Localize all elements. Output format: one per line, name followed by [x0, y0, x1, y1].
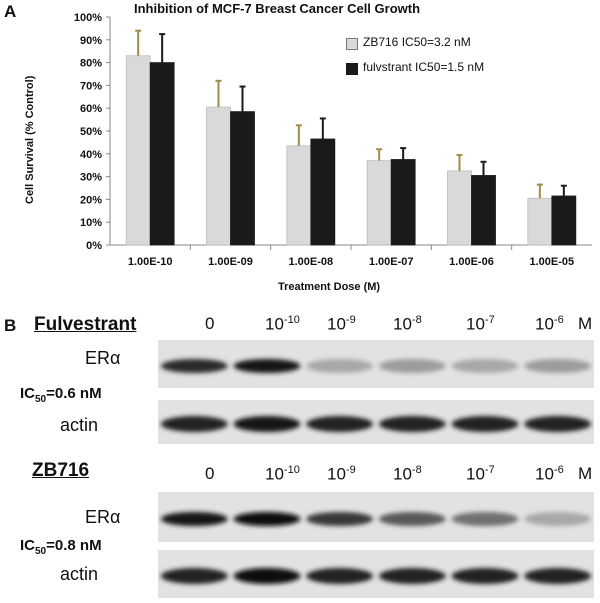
legend-swatch-fulvestrant	[346, 63, 358, 75]
x-tick-label: 1.00E-08	[289, 256, 334, 268]
y-tick-label: 30%	[80, 172, 102, 184]
y-tick-label: 60%	[80, 103, 102, 115]
blot2-ic50: IC50=0.8 nM	[20, 537, 102, 557]
blot2-actin-strip	[158, 550, 594, 598]
dose-label: 10-6	[535, 464, 564, 484]
bar-zb716	[206, 106, 231, 246]
bar-fulvestrant	[551, 195, 577, 246]
chart-title: Inhibition of MCF-7 Breast Cancer Cell G…	[134, 1, 421, 16]
dose-label: 0	[205, 464, 215, 483]
dose-label: 10-9	[327, 314, 356, 334]
bar-zb716	[366, 160, 392, 246]
bar-chart: 0% 10% 20% 30% 40% 50% 60% 70% 80% 90% 100% 1.00E-1…	[74, 12, 592, 268]
dose-label: 10-9	[327, 464, 356, 484]
blot-band	[306, 512, 374, 526]
blot2-er-label: ERα	[85, 507, 121, 527]
y-tick-label: 50%	[80, 126, 102, 138]
y-tick-label: 20%	[80, 194, 102, 206]
blot1-actin-strip	[158, 400, 594, 444]
panel-b-label: B	[4, 316, 17, 335]
blot2-heading: ZB716	[32, 460, 90, 481]
blot-background	[158, 340, 594, 388]
dose-unit: M	[578, 464, 593, 483]
blot2-er-strip	[158, 492, 594, 542]
chart-axes	[109, 17, 592, 246]
legend-label-zb716: ZB716 IC50=3.2 nM	[363, 35, 471, 49]
legend-label-fulvestrant: fulvstrant IC50=1.5 nM	[363, 60, 485, 74]
blot-band	[233, 359, 301, 373]
y-tick-label: 70%	[80, 80, 102, 92]
y-tick-label: 90%	[80, 35, 102, 47]
x-tick-label: 1.00E-09	[208, 256, 253, 268]
dose-label: 10-8	[393, 314, 422, 334]
blot-band	[451, 568, 519, 584]
blot-band	[160, 568, 228, 584]
blot-band	[233, 416, 301, 432]
bar-zb716	[527, 197, 553, 246]
x-tick-label: 1.00E-10	[128, 256, 173, 268]
blot-band	[233, 512, 301, 526]
blot-band	[378, 512, 446, 526]
panel-a-label: A	[4, 2, 17, 21]
blot1-heading: Fulvestrant	[34, 314, 137, 335]
blot-band	[524, 359, 592, 373]
blot-band	[306, 568, 374, 584]
bar-zb716	[125, 55, 151, 246]
dose-unit: M	[578, 314, 593, 333]
blot2-actin-label: actin	[60, 564, 99, 584]
dose-label: 10-7	[466, 464, 495, 484]
blot-band	[306, 359, 374, 373]
y-tick-label: 40%	[80, 149, 102, 161]
dose-label: 10-6	[535, 314, 564, 334]
y-tick-label: 10%	[80, 217, 102, 229]
blot-band	[524, 568, 592, 584]
x-tick-label: 1.00E-06	[449, 256, 494, 268]
y-tick-label: 100%	[74, 12, 102, 24]
blot-background	[158, 492, 594, 542]
blot-band	[306, 416, 374, 432]
blot1-actin-label: actin	[60, 415, 99, 435]
dose-label: 10-7	[466, 314, 495, 334]
blot-band	[451, 359, 519, 373]
blot-band	[524, 512, 592, 526]
blot-band	[160, 416, 228, 432]
x-tick-label: 1.00E-05	[530, 256, 575, 268]
blot1-er-strip	[158, 340, 594, 388]
y-tick-label: 0%	[86, 240, 102, 252]
dose-label: 0	[205, 314, 215, 333]
blot1-ic50: IC50=0.6 nM	[20, 385, 102, 405]
x-tick-label: 1.00E-07	[369, 256, 414, 268]
dose-label: 10-10	[265, 464, 300, 484]
bar-fulvestrant	[310, 138, 336, 246]
blot-band	[524, 416, 592, 432]
dose-label: 10-10	[265, 314, 300, 334]
blot-band	[378, 416, 446, 432]
bar-fulvestrant	[230, 111, 255, 246]
x-axis-label: Treatment Dose (M)	[278, 281, 381, 293]
dose-label: 10-8	[393, 464, 422, 484]
blot-band	[233, 568, 301, 584]
blot-background	[158, 400, 594, 444]
y-tick-label: 80%	[80, 58, 102, 70]
blot-band	[160, 359, 228, 373]
bar-fulvestrant	[390, 159, 416, 246]
legend-swatch-zb716	[346, 38, 358, 50]
blot-band	[451, 512, 519, 526]
blot-band	[378, 359, 446, 373]
blot-band	[160, 512, 228, 526]
bar-zb716	[286, 145, 312, 246]
bar-fulvestrant	[471, 175, 496, 246]
bar-fulvestrant	[149, 62, 175, 246]
blot-band	[378, 568, 446, 584]
bar-zb716	[447, 170, 472, 246]
chart-ticks: 0% 10% 20% 30% 40% 50% 60% 70% 80% 90% 100% 1.00E-1…	[74, 12, 574, 268]
chart-bars	[125, 29, 577, 246]
blot-background	[158, 550, 594, 598]
blot-band	[451, 416, 519, 432]
blot1-er-label: ERα	[85, 348, 121, 368]
